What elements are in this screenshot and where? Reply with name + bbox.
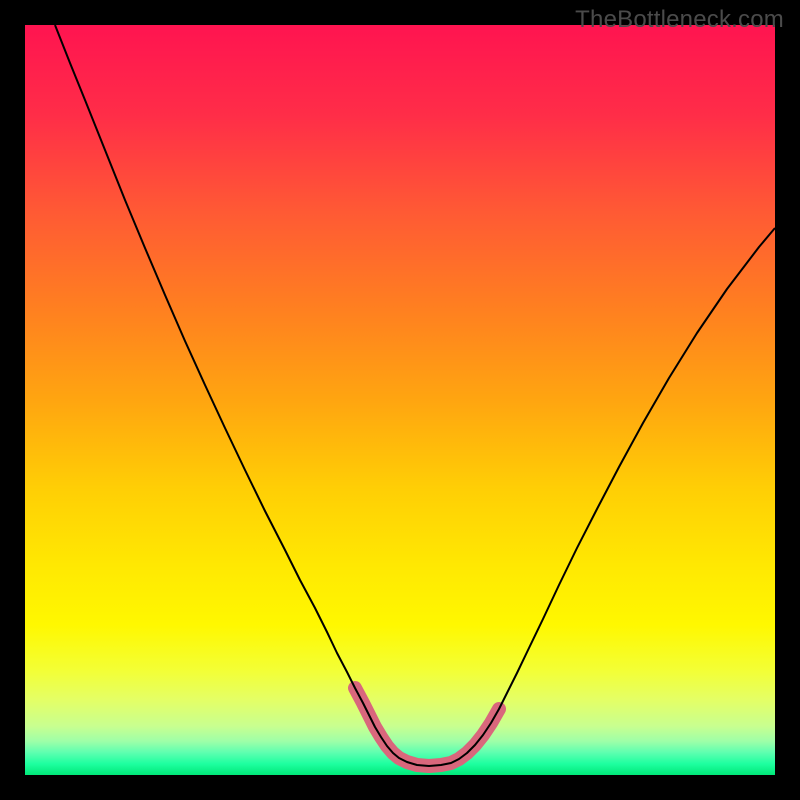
curve-layer [25,25,775,775]
bottleneck-curve [55,25,775,766]
plot-area [25,25,775,775]
watermark-text: TheBottleneck.com [575,6,784,34]
bottleneck-highlight [355,688,499,766]
chart-frame: TheBottleneck.com [0,0,800,800]
